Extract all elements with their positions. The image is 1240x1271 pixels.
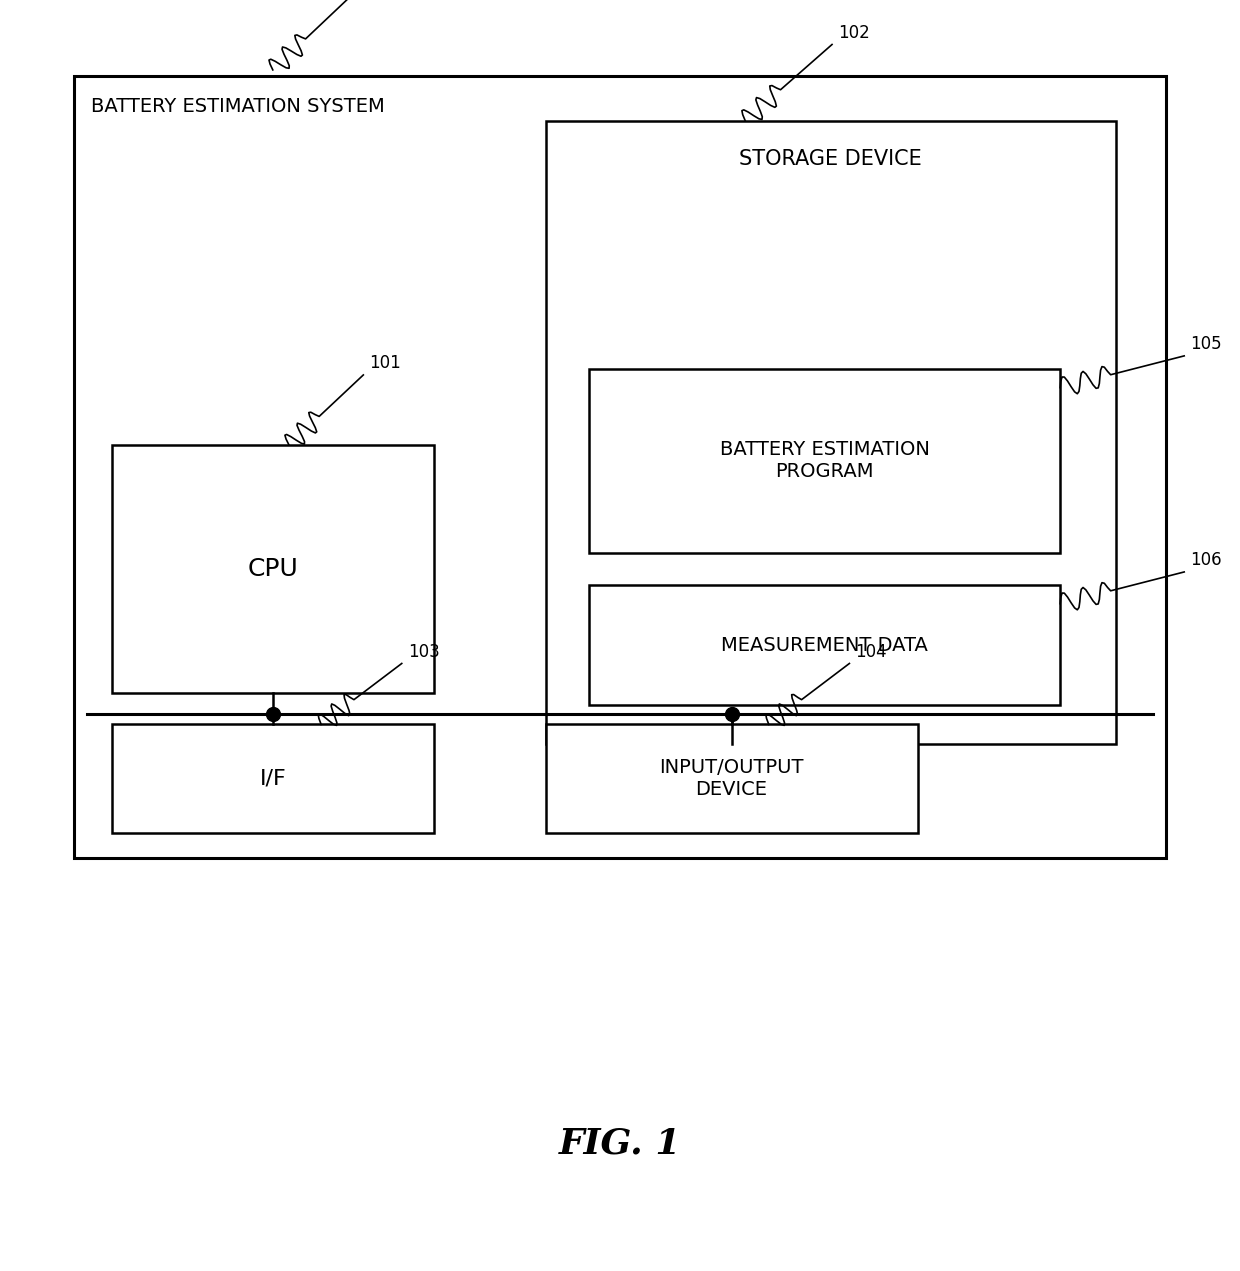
Text: STORAGE DEVICE: STORAGE DEVICE <box>739 149 923 169</box>
Text: BATTERY ESTIMATION
PROGRAM: BATTERY ESTIMATION PROGRAM <box>719 440 930 482</box>
Text: FIG. 1: FIG. 1 <box>559 1127 681 1160</box>
Text: 106: 106 <box>1190 552 1223 569</box>
Text: I/F: I/F <box>259 769 286 788</box>
Text: 102: 102 <box>838 24 870 42</box>
Bar <box>74 76 1166 858</box>
Text: MEASUREMENT DATA: MEASUREMENT DATA <box>722 636 928 655</box>
Text: 105: 105 <box>1190 336 1223 353</box>
Text: BATTERY ESTIMATION SYSTEM: BATTERY ESTIMATION SYSTEM <box>91 97 384 116</box>
Bar <box>546 121 1116 744</box>
Text: CPU: CPU <box>248 557 298 581</box>
Bar <box>112 445 434 693</box>
Text: 101: 101 <box>370 355 402 372</box>
Text: INPUT/OUTPUT
DEVICE: INPUT/OUTPUT DEVICE <box>660 758 804 799</box>
Text: 104: 104 <box>856 643 888 661</box>
Text: 103: 103 <box>408 643 440 661</box>
Bar <box>589 369 1060 553</box>
Bar <box>589 585 1060 705</box>
Bar <box>546 724 918 833</box>
Bar <box>112 724 434 833</box>
